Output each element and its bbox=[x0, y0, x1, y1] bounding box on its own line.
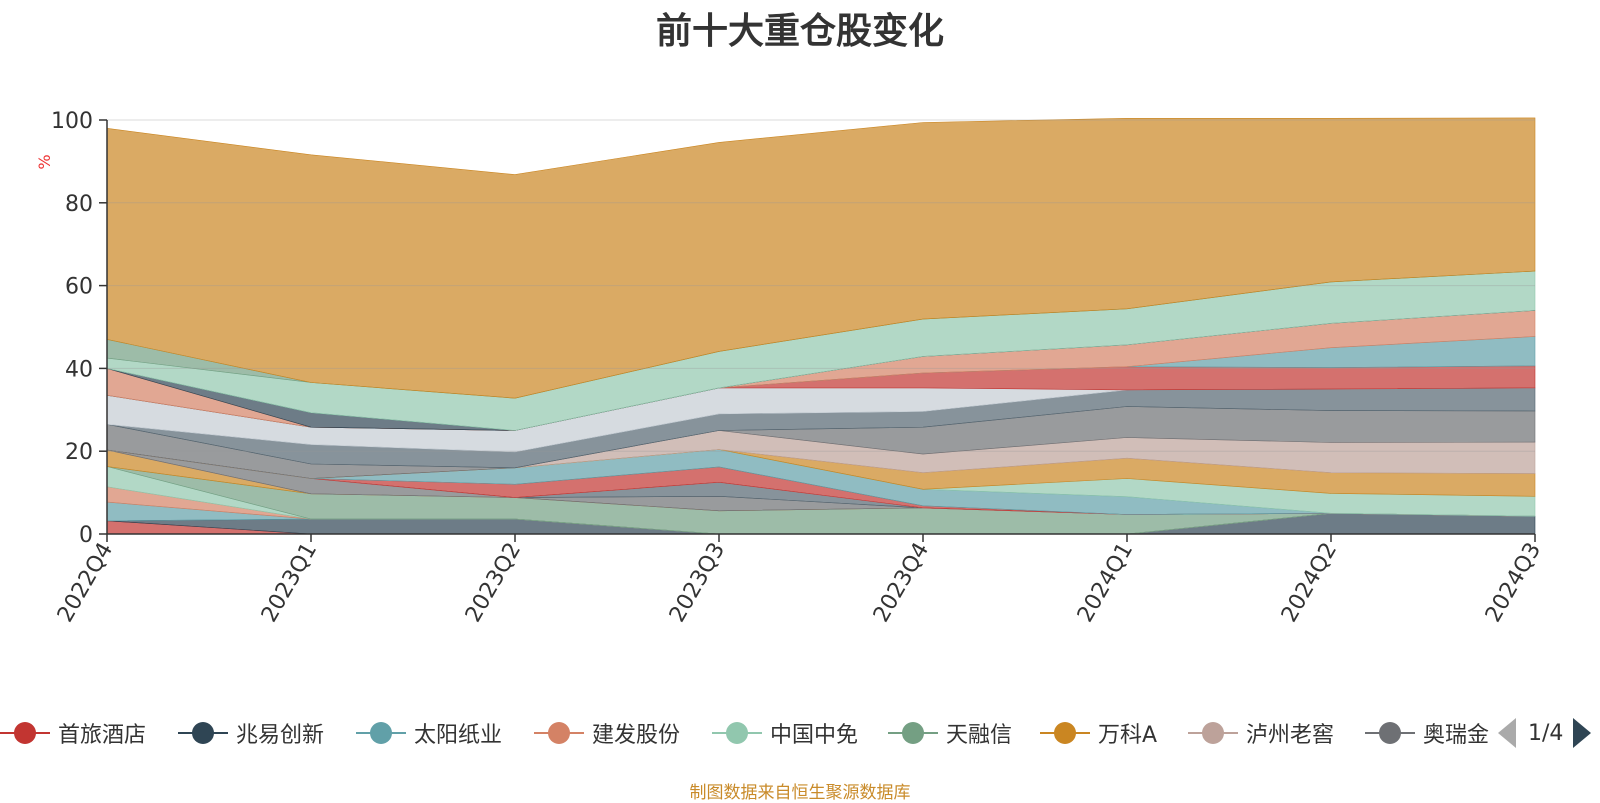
legend-item[interactable]: 泸州老窖 bbox=[1188, 713, 1334, 753]
legend-marker-icon bbox=[534, 713, 584, 753]
legend-item[interactable]: 兆易创新 bbox=[178, 713, 324, 753]
legend-marker-icon bbox=[0, 713, 50, 753]
x-tick-label: 2024Q1 bbox=[1073, 539, 1138, 627]
legend-item[interactable]: 万科A bbox=[1040, 713, 1157, 753]
y-tick-label: 60 bbox=[65, 275, 93, 300]
x-tick-label: 2022Q4 bbox=[53, 539, 118, 627]
legend-label: 泸州老窖 bbox=[1246, 723, 1335, 748]
y-tick-label: 80 bbox=[65, 192, 93, 217]
legend-label: 万科A bbox=[1098, 723, 1158, 748]
legend-item[interactable]: 中国中免 bbox=[712, 713, 858, 753]
legend-next-page-icon[interactable] bbox=[1573, 718, 1592, 748]
chart-title: 前十大重仓股变化 bbox=[655, 11, 944, 52]
y-tick-label: 0 bbox=[79, 523, 93, 548]
legend-item[interactable]: 首旅酒店 bbox=[0, 713, 146, 753]
x-tick-label: 2024Q3 bbox=[1481, 539, 1546, 627]
legend-label: 首旅酒店 bbox=[58, 723, 147, 748]
legend-label: 建发股份 bbox=[592, 723, 681, 748]
x-tick-label: 2023Q4 bbox=[869, 539, 934, 627]
legend-marker-icon bbox=[1365, 713, 1415, 753]
legend-label: 天融信 bbox=[946, 723, 1013, 748]
legend-label: 兆易创新 bbox=[236, 723, 325, 748]
y-axis-unit: % bbox=[35, 154, 54, 169]
legend-label: 奥瑞金 bbox=[1423, 723, 1490, 748]
area-series-layer bbox=[106, 117, 1536, 535]
legend-pager: 1/4 bbox=[1498, 713, 1600, 753]
legend-marker-icon bbox=[888, 713, 938, 753]
source-note: 制图数据来自恒生聚源数据库 bbox=[689, 783, 911, 803]
legend-item[interactable]: 建发股份 bbox=[534, 713, 680, 753]
legend: 首旅酒店 兆易创新 太阳纸业 建发股份 中国中免 天融信 万科A 泸州老窖 奥瑞金 bbox=[0, 713, 1490, 753]
x-tick-label: 2024Q2 bbox=[1277, 539, 1342, 627]
legend-item[interactable]: 天融信 bbox=[888, 713, 1012, 753]
x-tick-label: 2023Q3 bbox=[665, 539, 730, 627]
legend-label: 中国中免 bbox=[770, 723, 859, 748]
x-tick-label: 2023Q1 bbox=[257, 539, 322, 627]
y-tick-label: 100 bbox=[51, 109, 93, 134]
legend-marker-icon bbox=[1040, 713, 1090, 753]
legend-marker-icon bbox=[1188, 713, 1238, 753]
legend-page-indicator: 1/4 bbox=[1528, 720, 1564, 746]
legend-marker-icon bbox=[712, 713, 762, 753]
legend-marker-icon bbox=[356, 713, 406, 753]
legend-label: 太阳纸业 bbox=[414, 723, 503, 748]
y-tick-label: 40 bbox=[65, 357, 93, 382]
legend-item[interactable]: 奥瑞金 bbox=[1365, 713, 1489, 753]
x-tick-label: 2023Q2 bbox=[461, 539, 526, 627]
legend-marker-icon bbox=[178, 713, 228, 753]
legend-prev-page-icon[interactable] bbox=[1498, 718, 1516, 748]
legend-item[interactable]: 太阳纸业 bbox=[356, 713, 502, 753]
area-series-series-26 bbox=[106, 117, 1536, 399]
y-tick-label: 20 bbox=[65, 440, 93, 465]
